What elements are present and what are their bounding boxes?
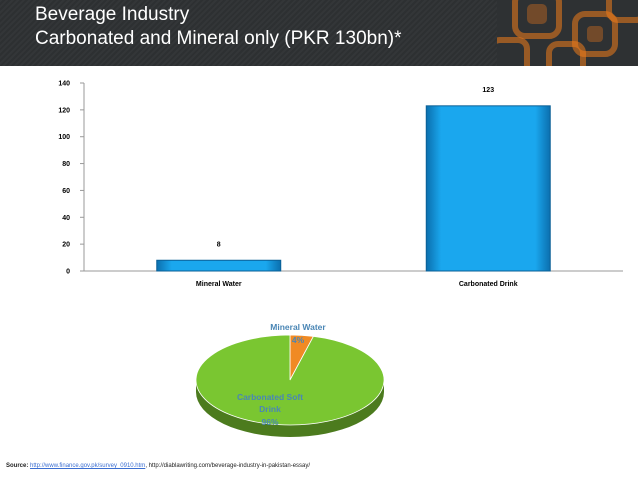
pie-side-wall xyxy=(196,380,384,437)
slide-title-line-1: Beverage Industry xyxy=(35,4,190,25)
y-tick-label: 80 xyxy=(62,161,70,168)
pie-label-carbonated: Carbonated Soft Drink 96% xyxy=(237,392,303,427)
y-tick-label: 100 xyxy=(58,134,70,141)
y-tick-label: 0 xyxy=(66,269,70,276)
source-link[interactable]: http://www.finance.gov.pk/survey_0910.ht… xyxy=(30,463,146,469)
source-note: Source: http://www.finance.gov.pk/survey… xyxy=(6,463,310,469)
y-tick-label: 60 xyxy=(62,188,70,195)
slide-title: Beverage Industry Carbonated and Mineral… xyxy=(35,3,402,51)
source-label: Source: xyxy=(6,463,29,469)
x-tick-label: Carbonated Drink xyxy=(459,281,518,288)
slide-header: Beverage Industry Carbonated and Mineral… xyxy=(0,0,638,66)
pie-label-mineral-water: Mineral Water 4% xyxy=(270,322,326,345)
decorative-shapes xyxy=(497,0,638,66)
slide-title-line-2: Carbonated and Mineral only (PKR 130bn)* xyxy=(35,28,402,49)
pie-chart: Mineral Water 4% Carbonated Soft Drink 96% xyxy=(195,322,385,437)
bar xyxy=(425,105,551,272)
x-tick-label: Mineral Water xyxy=(196,281,242,288)
bar-chart: 0 20 40 60 80 100 120 140 8 Mineral Water 123 Carbo… xyxy=(58,81,623,288)
decorative-pattern xyxy=(497,0,638,66)
y-tick-label: 120 xyxy=(58,107,70,114)
y-tick-label: 40 xyxy=(62,215,70,222)
bar-data-label: 8 xyxy=(217,241,221,248)
source-rest: , http://diablawriting.com/beverage-indu… xyxy=(145,463,311,469)
y-tick-label: 140 xyxy=(58,81,70,88)
bar-data-label: 123 xyxy=(482,87,494,94)
pie-slice-carbonated xyxy=(195,334,385,426)
bar xyxy=(156,259,282,272)
y-tick-label: 20 xyxy=(62,242,70,249)
